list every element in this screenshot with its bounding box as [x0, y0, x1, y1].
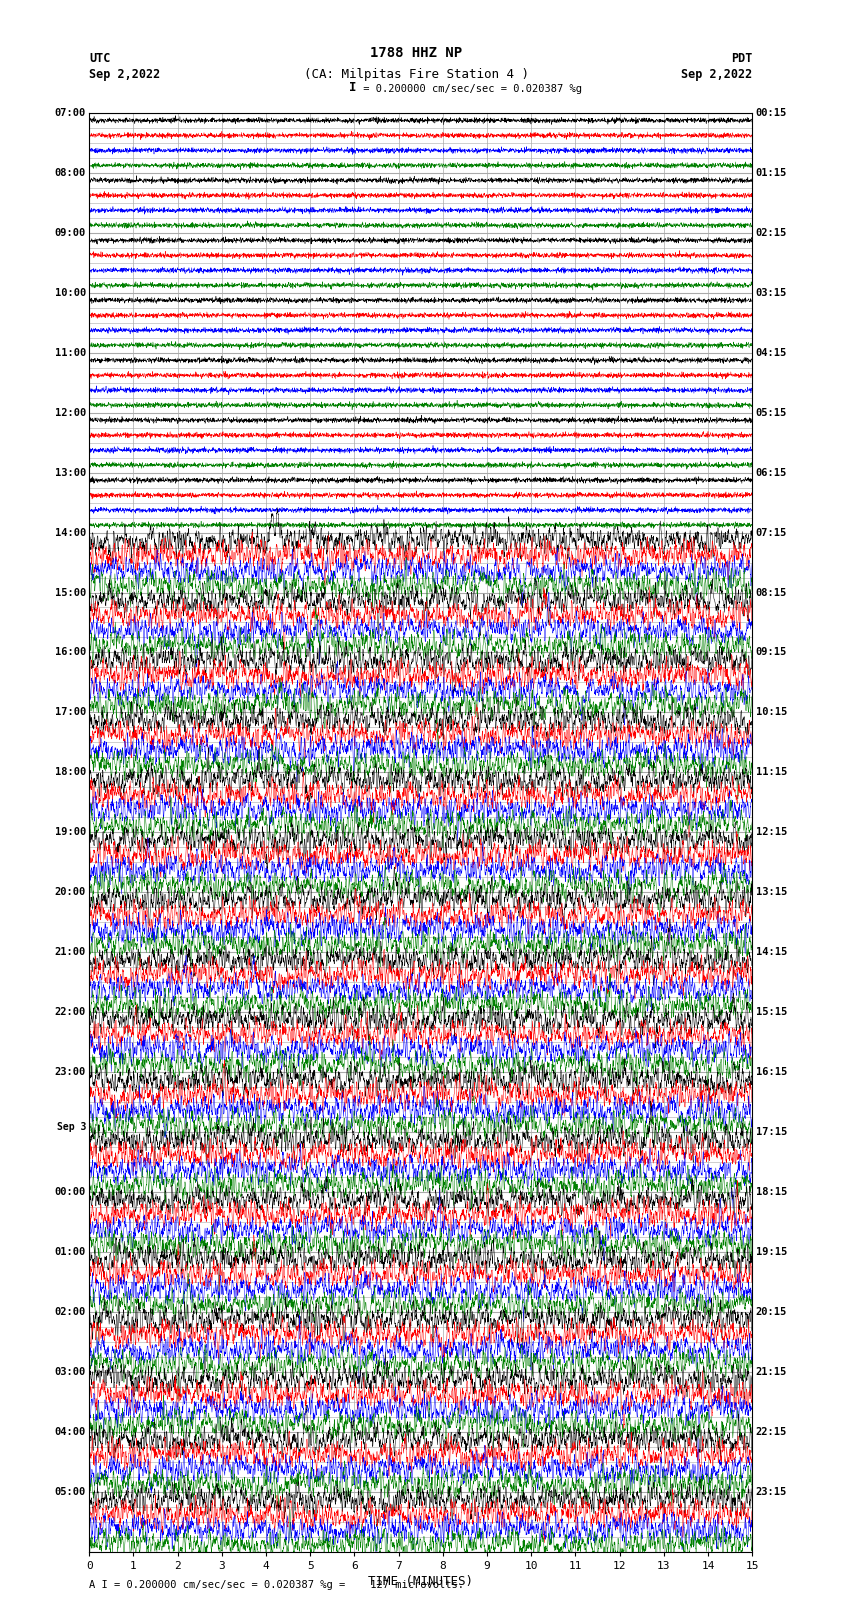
- Text: 00:00: 00:00: [54, 1187, 86, 1197]
- Text: 12:15: 12:15: [756, 827, 787, 837]
- Text: 22:15: 22:15: [756, 1428, 787, 1437]
- Text: 02:15: 02:15: [756, 227, 787, 237]
- Text: 12:00: 12:00: [54, 408, 86, 418]
- Text: 06:15: 06:15: [756, 468, 787, 477]
- Text: 11:15: 11:15: [756, 768, 787, 777]
- Text: Sep 3: Sep 3: [57, 1123, 86, 1132]
- Text: 00:15: 00:15: [756, 108, 787, 118]
- Text: 08:15: 08:15: [756, 587, 787, 597]
- Text: 03:15: 03:15: [756, 287, 787, 298]
- Text: 1788 HHZ NP: 1788 HHZ NP: [371, 47, 462, 60]
- Text: 10:00: 10:00: [54, 287, 86, 298]
- Text: = 0.200000 cm/sec/sec = 0.020387 %g: = 0.200000 cm/sec/sec = 0.020387 %g: [357, 84, 582, 94]
- Text: 23:15: 23:15: [756, 1487, 787, 1497]
- Text: 13:00: 13:00: [54, 468, 86, 477]
- Text: 19:15: 19:15: [756, 1247, 787, 1257]
- Text: 18:00: 18:00: [54, 768, 86, 777]
- Text: 02:00: 02:00: [54, 1307, 86, 1316]
- Text: 20:00: 20:00: [54, 887, 86, 897]
- Text: 17:00: 17:00: [54, 708, 86, 718]
- Text: 23:00: 23:00: [54, 1068, 86, 1077]
- Text: 15:00: 15:00: [54, 587, 86, 597]
- Text: 08:00: 08:00: [54, 168, 86, 177]
- X-axis label: TIME (MINUTES): TIME (MINUTES): [368, 1574, 473, 1587]
- Text: (CA: Milpitas Fire Station 4 ): (CA: Milpitas Fire Station 4 ): [304, 68, 529, 81]
- Text: 01:00: 01:00: [54, 1247, 86, 1257]
- Text: 09:00: 09:00: [54, 227, 86, 237]
- Text: 21:00: 21:00: [54, 947, 86, 957]
- Text: 13:15: 13:15: [756, 887, 787, 897]
- Text: 16:15: 16:15: [756, 1068, 787, 1077]
- Text: 01:15: 01:15: [756, 168, 787, 177]
- Text: 20:15: 20:15: [756, 1307, 787, 1316]
- Text: 16:00: 16:00: [54, 647, 86, 658]
- Text: 05:15: 05:15: [756, 408, 787, 418]
- Text: PDT: PDT: [731, 52, 752, 65]
- Text: 21:15: 21:15: [756, 1366, 787, 1378]
- Text: 05:00: 05:00: [54, 1487, 86, 1497]
- Text: 07:15: 07:15: [756, 527, 787, 537]
- Text: 07:00: 07:00: [54, 108, 86, 118]
- Text: 14:00: 14:00: [54, 527, 86, 537]
- Text: A I = 0.200000 cm/sec/sec = 0.020387 %g =    127 microvolts.: A I = 0.200000 cm/sec/sec = 0.020387 %g …: [89, 1581, 464, 1590]
- Text: 14:15: 14:15: [756, 947, 787, 957]
- Text: 15:15: 15:15: [756, 1007, 787, 1018]
- Text: 17:15: 17:15: [756, 1127, 787, 1137]
- Text: UTC: UTC: [89, 52, 110, 65]
- Text: 09:15: 09:15: [756, 647, 787, 658]
- Text: Sep 2,2022: Sep 2,2022: [681, 68, 752, 81]
- Text: 04:15: 04:15: [756, 348, 787, 358]
- Text: 04:00: 04:00: [54, 1428, 86, 1437]
- Text: 22:00: 22:00: [54, 1007, 86, 1018]
- Text: 19:00: 19:00: [54, 827, 86, 837]
- Text: I: I: [349, 81, 357, 94]
- Text: 03:00: 03:00: [54, 1366, 86, 1378]
- Text: 10:15: 10:15: [756, 708, 787, 718]
- Text: 18:15: 18:15: [756, 1187, 787, 1197]
- Text: 11:00: 11:00: [54, 348, 86, 358]
- Text: Sep 2,2022: Sep 2,2022: [89, 68, 161, 81]
